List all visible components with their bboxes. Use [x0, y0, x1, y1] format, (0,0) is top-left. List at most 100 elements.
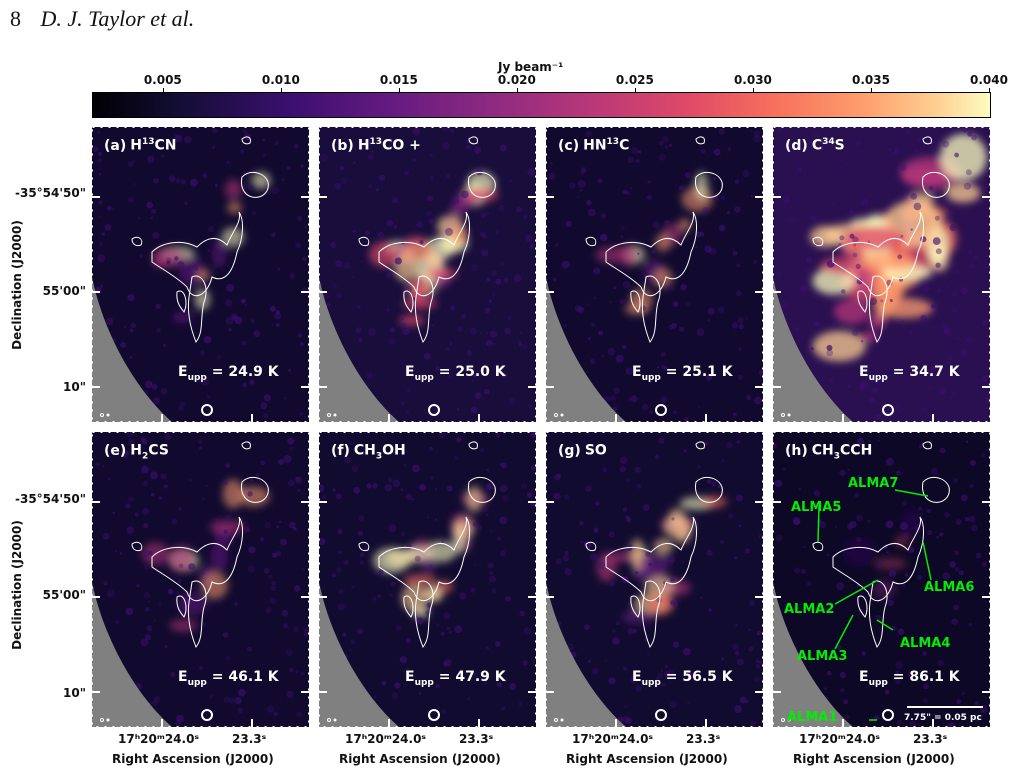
- noise-speck: [611, 548, 614, 551]
- emission-blob: [860, 253, 914, 271]
- noise-speck: [519, 331, 523, 334]
- emission-blob: [404, 546, 431, 562]
- noise-speck: [742, 170, 750, 178]
- contour-line: [414, 275, 434, 343]
- emission-blob: [678, 218, 692, 232]
- callout-leader-line: [922, 541, 932, 581]
- noise-speck: [266, 705, 274, 713]
- noise-speck: [635, 159, 640, 163]
- noise-speck: [99, 284, 104, 288]
- noise-speck: [207, 225, 215, 233]
- contour-line: [922, 476, 950, 503]
- noise-speck: [368, 328, 376, 336]
- noise-speck: [127, 161, 134, 167]
- noise-speck: [141, 465, 149, 474]
- noise-speck: [410, 372, 414, 375]
- noise-speck: [663, 671, 671, 678]
- noise-speck: [748, 646, 754, 652]
- noise-speck: [753, 260, 758, 265]
- noise-speck: [895, 670, 900, 675]
- panel-title-part: C: [619, 137, 630, 154]
- noise-speck: [445, 173, 451, 179]
- noise-speck: [226, 656, 230, 660]
- noise-speck: [391, 692, 399, 700]
- noise-speck: [909, 720, 917, 727]
- noise-speck: [476, 525, 482, 531]
- noise-speck: [180, 179, 186, 185]
- noise-speck: [474, 392, 482, 400]
- emission-blob: [901, 166, 950, 187]
- beam-ellipse: [655, 404, 667, 416]
- noise-speck: [446, 485, 453, 492]
- noise-speck: [592, 141, 597, 146]
- noise-speck: [252, 210, 257, 215]
- noise-speck: [144, 634, 151, 641]
- noise-speck: [240, 149, 245, 153]
- emission-blob: [842, 538, 876, 566]
- noise-speck: [970, 524, 978, 532]
- noise-speck: [580, 169, 586, 175]
- noise-speck: [443, 659, 452, 667]
- panel-title: (g) SO: [558, 442, 607, 461]
- noise-speck: [907, 671, 914, 678]
- noise-speck: [416, 220, 424, 228]
- noise-speck: [856, 437, 865, 446]
- noise-speck: [900, 164, 907, 171]
- noise-speck: [489, 575, 496, 583]
- noise-speck: [612, 629, 616, 633]
- noise-speck: [836, 644, 842, 650]
- noise-speck: [503, 277, 509, 283]
- noise-speck: [756, 659, 760, 663]
- noise-speck: [635, 571, 639, 575]
- contour-line: [151, 211, 243, 297]
- noise-speck: [737, 317, 744, 324]
- noise-speck: [856, 536, 862, 543]
- noise-speck: [243, 129, 248, 134]
- noise-speck: [855, 140, 861, 146]
- noise-speck: [939, 368, 944, 373]
- noise-speck: [406, 667, 409, 670]
- noise-speck: [732, 412, 737, 417]
- noise-speck: [326, 302, 332, 308]
- noise-speck: [153, 397, 160, 404]
- noise-speck: [496, 681, 502, 688]
- panel-title-part: OH: [382, 442, 406, 459]
- noise-speck: [660, 351, 666, 357]
- noise-speck: [401, 318, 404, 321]
- noise-speck: [839, 469, 846, 477]
- noise-speck: [930, 467, 939, 475]
- contour-line: [241, 171, 269, 198]
- map-image: [92, 432, 309, 727]
- noise-speck: [163, 344, 166, 347]
- noise-speck: [971, 134, 977, 141]
- panel-title-part: 3: [375, 451, 383, 462]
- noise-speck: [423, 352, 431, 360]
- contour-line: [358, 541, 370, 552]
- noise-speck: [269, 305, 276, 312]
- noise-speck: [287, 437, 295, 445]
- noise-speck: [888, 147, 892, 151]
- noise-speck: [587, 208, 596, 217]
- noise-speck: [669, 600, 676, 606]
- noise-speck: [612, 406, 618, 411]
- map-panel: (a) H13CN Eupp = 24.9 K: [92, 127, 309, 422]
- noise-speck: [161, 154, 166, 158]
- y-tick-label: -35°54'50": [14, 492, 86, 506]
- noise-speck: [683, 417, 689, 422]
- noise-speck: [440, 539, 445, 543]
- noise-speck: [372, 483, 378, 489]
- noise-speck: [396, 625, 402, 631]
- noise-speck: [366, 483, 372, 489]
- eupp-symbol: E: [178, 364, 188, 380]
- noise-speck: [604, 395, 610, 402]
- noise-speck: [297, 489, 301, 492]
- x-tick-label: 23.3ˢ: [686, 732, 721, 746]
- noise-speck: [745, 317, 748, 320]
- noise-speck: [465, 144, 471, 150]
- noise-speck: [847, 526, 852, 531]
- noise-speck: [390, 445, 394, 449]
- noise-speck: [650, 377, 654, 381]
- noise-speck: [414, 555, 421, 562]
- noise-speck: [400, 322, 407, 329]
- eupp-label: Eupp = 24.9 K: [178, 364, 279, 383]
